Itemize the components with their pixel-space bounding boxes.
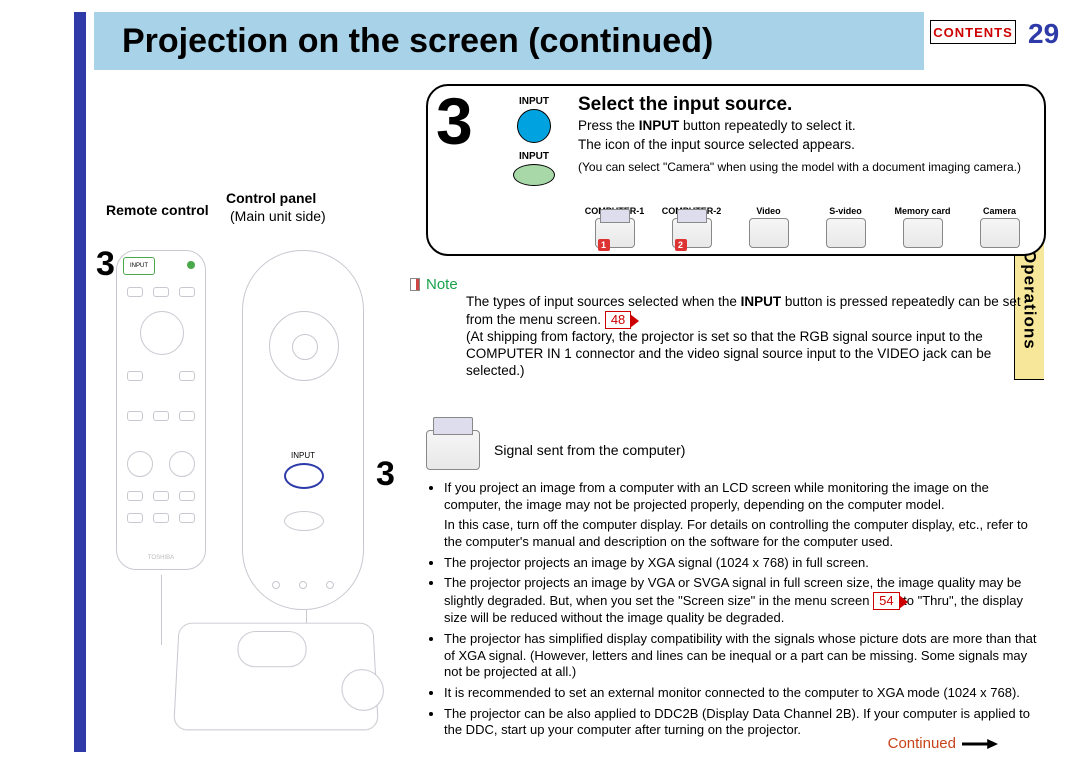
bullet-6: The projector can be also applied to DDC…: [444, 706, 1046, 739]
step-input-buttons: INPUT INPUT: [500, 96, 568, 188]
page-root: Projection on the screen (continued) CON…: [36, 0, 1044, 764]
source-computer1: COMPUTER-11: [578, 206, 651, 248]
svideo-icon: [826, 218, 866, 248]
projector-top-panel-icon: [237, 631, 307, 667]
remote-control-label: Remote control: [106, 202, 209, 218]
contents-button[interactable]: CONTENTS: [930, 20, 1016, 44]
source-memorycard: Memory card: [886, 206, 959, 248]
step-line1: Press the INPUT button repeatedly to sel…: [578, 118, 1034, 135]
signal-row: Signal sent from the computer): [426, 430, 685, 470]
page-ref-54[interactable]: 54: [873, 592, 899, 611]
input-label-top: INPUT: [500, 96, 568, 107]
note-para2: (At shipping from factory, the projector…: [466, 329, 991, 378]
cpanel-input-label: INPUT: [243, 451, 363, 460]
step-body: Select the input source. Press the INPUT…: [578, 94, 1034, 175]
toshiba-logo: TOSHIBA: [117, 555, 205, 561]
laptop-icon: 2: [672, 218, 712, 248]
bullet-1-cont: In this case, turn off the computer disp…: [444, 517, 1046, 550]
memory-card-icon: [903, 218, 943, 248]
continued-label: Continued: [888, 735, 998, 752]
input-button-blue-icon: [517, 109, 551, 143]
step-heading: Select the input source.: [578, 94, 1034, 116]
step-number-panel: 3: [376, 455, 395, 494]
projector-illustration: [173, 623, 379, 731]
cpanel-input-button-icon: [284, 463, 324, 489]
remote-input-button: INPUT: [123, 257, 155, 275]
input-source-icons: COMPUTER-11 COMPUTER-22 Video S-video Me…: [578, 206, 1036, 248]
cpanel-standby-icon: [284, 511, 324, 531]
video-icon: [749, 218, 789, 248]
signal-text: Signal sent from the computer): [494, 442, 685, 458]
step-number-remote: 3: [96, 245, 115, 284]
bullet-2: The projector projects an image by XGA s…: [444, 555, 1046, 572]
control-panel-sublabel: (Main unit side): [230, 208, 326, 224]
page-title: Projection on the screen (continued): [122, 22, 713, 61]
contents-label: CONTENTS: [933, 25, 1013, 40]
step-line2: The icon of the input source selected ap…: [578, 137, 1034, 154]
note-flag-icon: [410, 278, 420, 291]
projector-lens-icon: [341, 669, 385, 711]
control-panel-label: Control panel: [226, 190, 316, 206]
control-panel-illustration: INPUT: [242, 250, 364, 610]
page-number: 29: [1028, 18, 1059, 50]
step-number: 3: [436, 84, 473, 159]
notes-bullets: If you project an image from a computer …: [426, 480, 1046, 743]
remote-dpad-icon: [140, 311, 184, 355]
source-camera: Camera: [963, 206, 1036, 248]
bullet-4: The projector has simplified display com…: [444, 631, 1046, 681]
source-video: Video: [732, 206, 805, 248]
camera-icon: [980, 218, 1020, 248]
bullet-1: If you project an image from a computer …: [444, 480, 1046, 513]
bullet-5: It is recommended to set an external mon…: [444, 685, 1046, 702]
note-heading: Note: [426, 276, 458, 293]
step-small: (You can select "Camera" when using the …: [578, 160, 1034, 175]
vertical-rule: [74, 12, 86, 752]
title-bar: Projection on the screen (continued): [94, 12, 924, 70]
volume-ring-icon: [269, 311, 339, 381]
input-button-green-icon: [513, 164, 555, 186]
input-label-bottom: INPUT: [500, 151, 568, 162]
remote-led-icon: [187, 261, 195, 269]
leader-line: [161, 575, 162, 645]
note-body: The types of input sources selected when…: [466, 294, 1046, 380]
step3-callout: 3 INPUT INPUT Select the input source. P…: [426, 84, 1046, 256]
page-ref-48[interactable]: 48: [605, 311, 631, 329]
laptop-icon: 1: [595, 218, 635, 248]
bullet-3: The projector projects an image by VGA o…: [444, 575, 1046, 627]
continued-arrow-icon: [962, 739, 998, 749]
source-svideo: S-video: [809, 206, 882, 248]
cpanel-leds-icon: [263, 581, 343, 589]
remote-illustration: INPUT TOSHIBA: [116, 250, 206, 570]
source-computer2: COMPUTER-22: [655, 206, 728, 248]
laptop-icon: [426, 430, 480, 470]
